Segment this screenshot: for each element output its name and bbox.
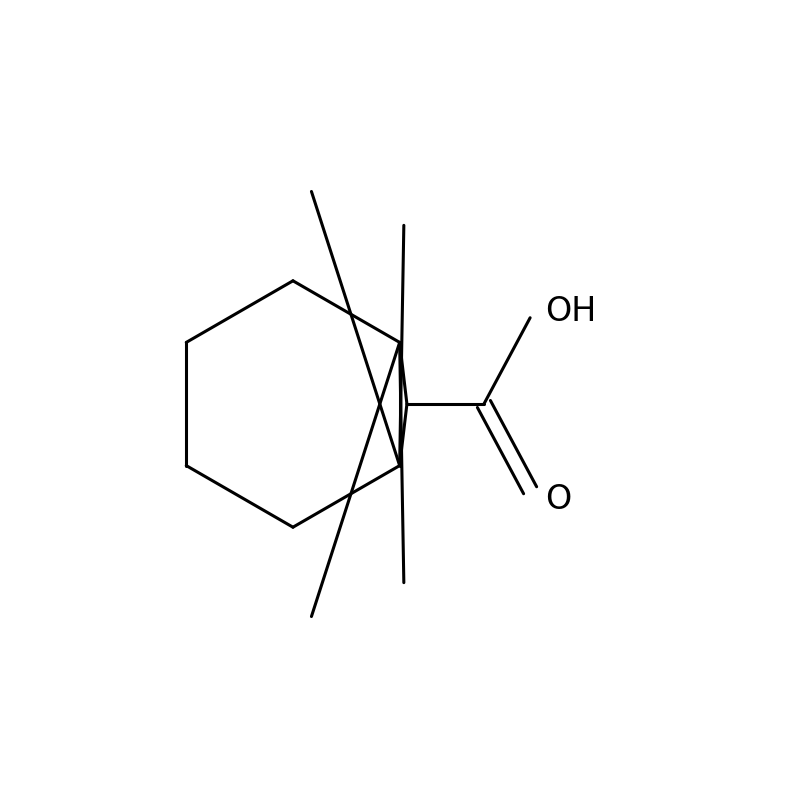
Text: OH: OH [546, 295, 597, 328]
Text: O: O [546, 483, 572, 516]
